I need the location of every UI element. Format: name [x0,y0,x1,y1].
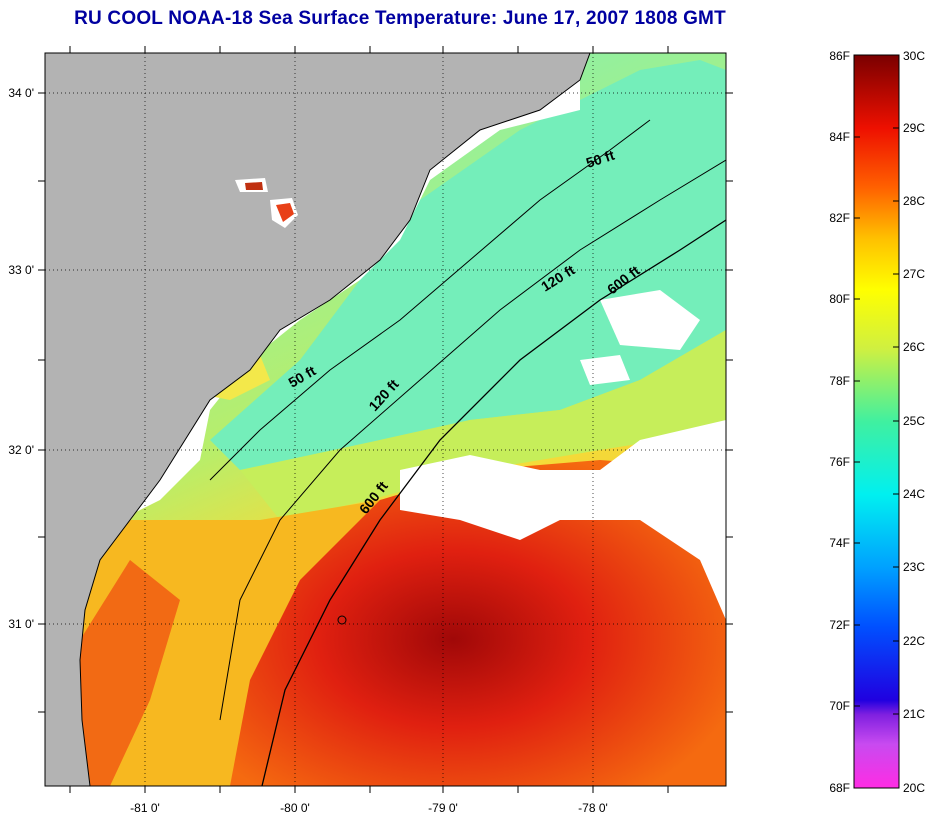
contour-600ft [261,219,726,786]
colorbar-f-label: 68F [829,781,850,795]
colorbar-c-label: 24C [903,487,925,501]
colorbar-c-label: 20C [903,781,925,795]
colorbar-f-label: 76F [829,455,850,469]
graticule [45,53,726,786]
lon-label: -81 0' [130,801,160,815]
nearshore-warm [70,560,180,786]
colorbar-c-label: 21C [903,707,925,721]
no-data-patch [600,290,700,350]
lon-label: -79 0' [428,801,458,815]
coastline [79,53,591,786]
island-warm-spot [245,182,263,190]
contour-50ft [209,119,651,481]
island-warm-spot [276,203,294,222]
colorbar-f-label: 70F [829,699,850,713]
land-area [45,53,590,786]
colorbar-f-label: 84F [829,130,850,144]
colorbar-f-label: 78F [829,374,850,388]
colorbar-f-label: 86F [829,49,850,63]
chart-title: RU COOL NOAA-18 Sea Surface Temperature:… [74,8,726,29]
lon-label: -78 0' [578,801,608,815]
colorbar-c-label: 23C [903,560,925,574]
colorbar [853,54,900,789]
map-frame [44,52,727,787]
colorbar-f-label: 82F [829,211,850,225]
colorbar-ticks [854,127,899,715]
colorbar-f-label: 80F [829,292,850,306]
colorbar-c-label: 22C [903,634,925,648]
lat-label: 34 0' [8,86,34,100]
contour-120ft [219,159,726,721]
colorbar-f-label: 74F [829,536,850,550]
mid-water-region [240,330,726,520]
gulf-stream [230,460,726,786]
lat-label: 33 0' [8,263,34,277]
colorbar-c-label: 30C [903,49,925,63]
lat-label: 32 0' [8,443,34,457]
colorbar-c-label: 28C [903,194,925,208]
no-data-patch [580,355,630,385]
colorbar-c-label: 25C [903,414,925,428]
map-ticks [38,46,733,793]
colorbar-c-label: 27C [903,267,925,281]
lon-label: -80 0' [280,801,310,815]
no-data-cloud [400,420,726,620]
colorbar-c-label: 26C [903,340,925,354]
colorbar-c-label: 29C [903,121,925,135]
colorbar-f-label: 72F [829,618,850,632]
lat-label: 31 0' [8,617,34,631]
